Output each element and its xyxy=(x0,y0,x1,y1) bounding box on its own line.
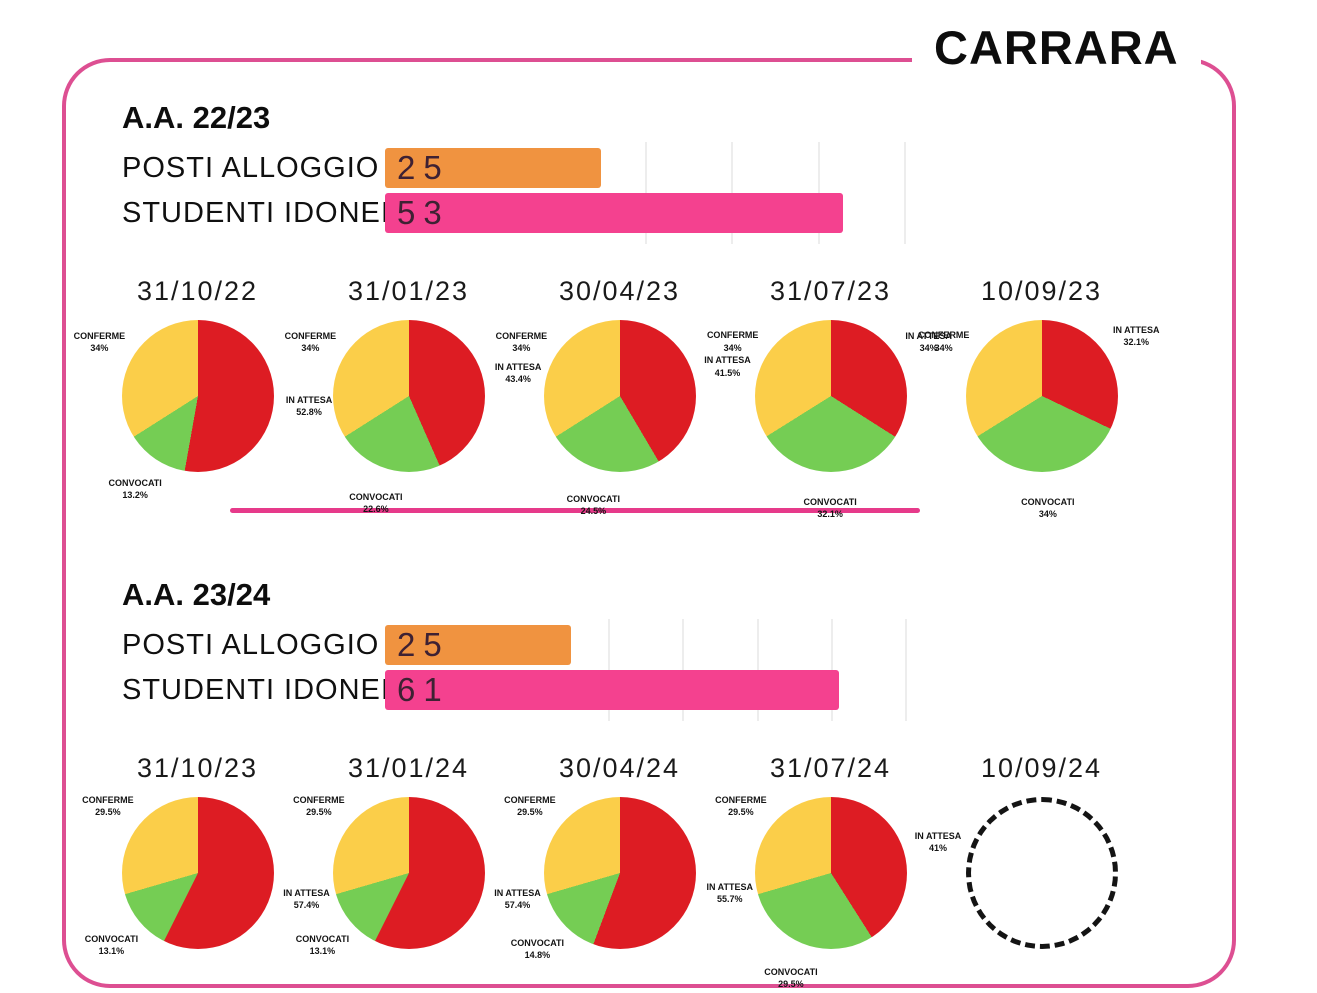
pie-chart xyxy=(754,797,907,949)
bar-row: POSTI ALLOGGIO 25 xyxy=(122,625,934,665)
bar-chart: POSTI ALLOGGIO 25 STUDENTI IDONEI 53 xyxy=(122,142,934,244)
pie-slice-label: CONFERME 29.5% xyxy=(82,794,134,817)
pie-slice-label: IN ATTESA 57.4% xyxy=(494,887,541,910)
pie-slice-label: IN ATTESA 52.8% xyxy=(285,394,333,417)
pie-chart-column: 31/10/22 IN ATTESA 52.8% CONVOCATI 13.2% CONF… xyxy=(74,276,333,526)
pie-slice-label: IN ATTESA 55.7% xyxy=(706,881,753,905)
pie-slice-label: CONFERME 34% xyxy=(495,331,548,354)
pie-chart-column: 31/07/23 IN ATTESA 34% CONVOCATI 32.1% CONFER… xyxy=(707,276,952,526)
pie-charts-row: 31/10/22 IN ATTESA 52.8% CONVOCATI 13.2% CONF… xyxy=(74,276,1160,526)
bar-category-label: STUDENTI IDONEI xyxy=(122,196,390,229)
pie-chart-column: 30/04/24 IN ATTESA 55.7% CONVOCATI 14.8% CONF… xyxy=(504,753,753,993)
pie-chart-column: 30/04/23 IN ATTESA 41.5% CONVOCATI 24.5% CONF… xyxy=(496,276,751,526)
pie-chart-column: 31/01/24 IN ATTESA 57.4% CONVOCATI 13.1% CONF… xyxy=(293,753,541,993)
pie-chart xyxy=(121,797,274,949)
pie-slice-label: CONFERME 34% xyxy=(706,330,759,353)
empty-pie-placeholder xyxy=(965,797,1118,949)
pie-chart xyxy=(965,320,1118,472)
bar-row: STUDENTI IDONEI 61 xyxy=(122,670,934,710)
pie-date-label: 31/07/24 xyxy=(769,753,892,783)
pie-slice-label: CONVOCATI 32.1% xyxy=(803,496,857,520)
pie-slice-label: CONFERME 29.5% xyxy=(715,794,767,817)
bar-track: 61 xyxy=(385,670,934,710)
pie-charts-row: 31/10/23 IN ATTESA 57.4% CONVOCATI 13.1% CONF… xyxy=(82,753,1147,993)
pie-slice-label: IN ATTESA 57.4% xyxy=(283,887,330,910)
pie-date-label: 10/09/23 xyxy=(980,276,1103,306)
bar-studenti-idonei: 61 xyxy=(385,670,839,710)
pie-slice-label: CONFERME 29.5% xyxy=(504,794,556,817)
bar-posti-alloggio: 25 xyxy=(385,625,571,665)
bar-track: 25 xyxy=(385,148,934,188)
section-aa-23-24: A.A. 23/24 POSTI ALLOGGIO 25 STUDENTI IDONE… xyxy=(0,577,1317,993)
gridline xyxy=(905,619,908,721)
bar-track: 53 xyxy=(385,193,934,233)
bar-category-label: POSTI ALLOGGIO xyxy=(122,151,380,184)
bar-posti-alloggio: 25 xyxy=(385,148,602,188)
pie-slice-label: CONVOCATI 14.8% xyxy=(510,938,565,961)
bar-chart: POSTI ALLOGGIO 25 STUDENTI IDONEI 61 xyxy=(122,619,934,721)
page-title: CARRARA xyxy=(912,20,1201,75)
pie-chart xyxy=(543,320,696,472)
pie-slice-label: CONVOCATI 22.6% xyxy=(349,492,403,515)
section-divider xyxy=(230,508,920,513)
bar-studenti-idonei: 53 xyxy=(385,193,844,233)
section-year-label: A.A. 22/23 xyxy=(122,100,271,135)
pie-slice-label: CONFERME 34% xyxy=(73,331,126,354)
pie-slice-label: CONFERME 29.5% xyxy=(293,794,345,817)
pie-date-label: 31/10/23 xyxy=(136,753,259,783)
pie-chart xyxy=(754,320,907,472)
pie-date-label: 31/10/22 xyxy=(136,276,259,306)
pie-chart-column: 10/09/24 xyxy=(936,753,1147,993)
pie-chart-column: 10/09/23 IN ATTESA 32.1% CONVOCATI 34% CONFER… xyxy=(918,276,1160,526)
pie-slice-label: IN ATTESA 41.5% xyxy=(704,355,751,378)
pie-chart xyxy=(121,320,274,472)
pie-slice-label: IN ATTESA 41% xyxy=(914,830,962,853)
pie-chart-column: 31/01/23 IN ATTESA 43.4% CONVOCATI 22.6% CONF… xyxy=(285,276,542,526)
gridline xyxy=(904,142,907,244)
section-aa-22-23: A.A. 22/23 POSTI ALLOGGIO 25 STUDENTI IDONE… xyxy=(0,100,1317,540)
bar-track: 25 xyxy=(385,625,934,665)
pie-date-label: 31/01/23 xyxy=(347,276,470,306)
pie-chart xyxy=(332,797,485,949)
pie-chart xyxy=(332,320,485,472)
pie-slice-label: IN ATTESA 32.1% xyxy=(1113,325,1160,348)
pie-slice-label: CONVOCATI 24.5% xyxy=(566,493,621,517)
pie-date-label: 10/09/24 xyxy=(980,753,1103,783)
pie-date-label: 30/04/24 xyxy=(558,753,681,783)
bar-category-label: POSTI ALLOGGIO xyxy=(122,628,380,661)
pie-chart xyxy=(543,797,696,949)
pie-slice-label: IN ATTESA 34% xyxy=(905,331,952,354)
pie-chart-column: 31/07/24 IN ATTESA 41% CONVOCATI 29.5% CONFER… xyxy=(715,753,961,993)
pie-slice-label: CONFERME 34% xyxy=(284,331,337,354)
bar-category-label: STUDENTI IDONEI xyxy=(122,673,390,706)
pie-date-label: 31/07/23 xyxy=(769,276,892,306)
pie-slice-label: CONVOCATI 13.1% xyxy=(84,933,139,956)
pie-date-label: 30/04/23 xyxy=(558,276,681,306)
pie-slice-label: IN ATTESA 43.4% xyxy=(494,361,542,385)
pie-slice-label: CONVOCATI 34% xyxy=(1021,496,1075,519)
pie-slice-label: CONVOCATI 13.2% xyxy=(108,478,162,501)
card-border xyxy=(62,58,1236,988)
section-year-label: A.A. 23/24 xyxy=(122,577,271,612)
bar-row: STUDENTI IDONEI 53 xyxy=(122,193,934,233)
pie-date-label: 31/01/24 xyxy=(347,753,470,783)
pie-slice-label: CONVOCATI 29.5% xyxy=(764,966,818,989)
pie-chart-column: 31/10/23 IN ATTESA 57.4% CONVOCATI 13.1% CONF… xyxy=(82,753,330,993)
pie-slice-label: CONVOCATI 13.1% xyxy=(295,933,350,956)
pie-slice-label: CONFERME 34% xyxy=(917,330,970,353)
bar-row: POSTI ALLOGGIO 25 xyxy=(122,148,934,188)
